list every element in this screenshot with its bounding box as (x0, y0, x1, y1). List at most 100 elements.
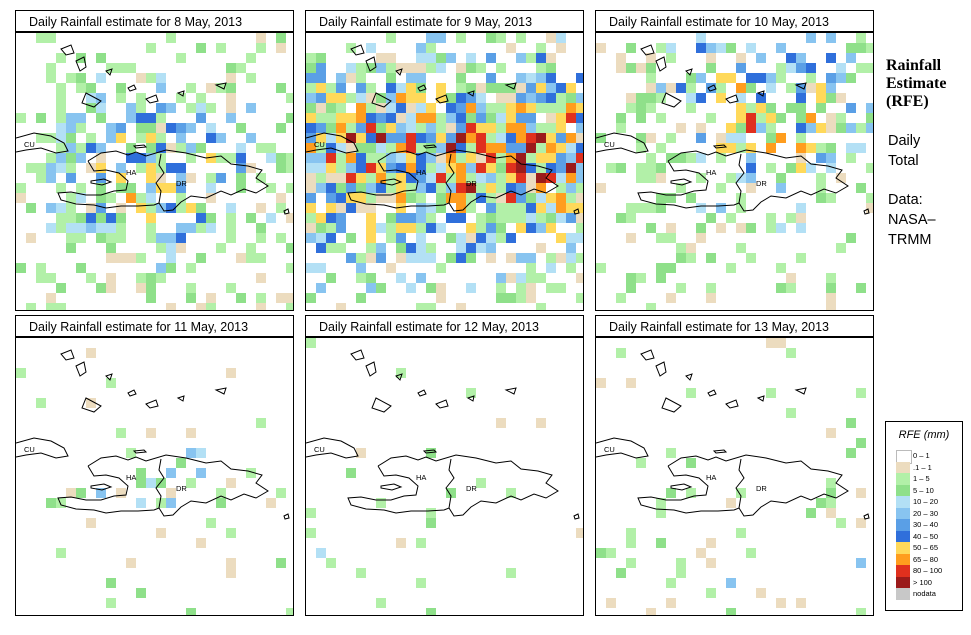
rainfall-cell (396, 368, 406, 378)
rainfall-cell (246, 243, 256, 253)
rainfall-cell (556, 253, 566, 263)
rainfall-cell (396, 123, 406, 133)
rainfall-cell (206, 173, 216, 183)
rainfall-cell (146, 273, 156, 283)
rainfall-cell (506, 93, 516, 103)
rainfall-cell (436, 163, 446, 173)
rainfall-cell (356, 73, 366, 83)
rainfall-cell (646, 608, 656, 615)
rainfall-cell (676, 283, 686, 293)
map-graphic: CU HA DR (596, 338, 870, 615)
rainfall-cell (366, 103, 376, 113)
coastline-path (395, 373, 403, 381)
rainfall-cell (846, 103, 856, 113)
rainfall-cell (176, 243, 186, 253)
rainfall-cell (836, 518, 846, 528)
rainfall-cell (376, 223, 386, 233)
rainfall-cell (236, 183, 246, 193)
rainfall-cell (496, 163, 506, 173)
rainfall-cell (376, 133, 386, 143)
rainfall-cell (556, 93, 566, 103)
rainfall-cell (386, 223, 396, 233)
title-line: Rainfall (886, 57, 942, 74)
coastline-path (794, 82, 807, 90)
rainfall-cell (776, 223, 786, 233)
rainfall-cell (576, 143, 583, 153)
rainfall-cell (486, 143, 496, 153)
panel-title: Daily Rainfall estimate for 13 May, 2013 (595, 315, 874, 337)
rainfall-cell (826, 73, 836, 83)
rainfall-cell (326, 203, 336, 213)
coastline-path (725, 399, 739, 409)
rainfall-cell (496, 193, 506, 203)
rainfall-cell (446, 213, 456, 223)
rainfall-cell (86, 223, 96, 233)
rainfall-cell (576, 133, 583, 143)
rainfall-cell (206, 293, 216, 303)
rainfall-cell (826, 283, 836, 293)
legend-swatch (896, 461, 910, 473)
rainfall-cell (226, 113, 236, 123)
rainfall-cell (456, 233, 466, 243)
rainfall-cell (706, 83, 716, 93)
rainfall-cell (166, 203, 176, 213)
rainfall-cell (846, 448, 856, 458)
rainfall-cell (776, 63, 786, 73)
rainfall-cell (846, 153, 856, 163)
coastline-path (640, 349, 655, 361)
rainfall-cell (506, 213, 516, 223)
rainfall-cell (496, 63, 506, 73)
rainfall-cell (536, 173, 546, 183)
rainfall-cell (246, 163, 256, 173)
coastline-path (417, 84, 427, 92)
rainfall-cell (516, 163, 526, 173)
rainfall-cell (696, 223, 706, 233)
coastline-path (504, 82, 517, 90)
coastline-path (712, 144, 728, 149)
rainfall-cell (446, 183, 456, 193)
rainfall-cell (276, 233, 286, 243)
rainfall-cell (506, 43, 516, 53)
rainfall-cell (536, 223, 546, 233)
rainfall-cell (176, 458, 186, 468)
rainfall-cell (556, 113, 566, 123)
rainfall-cell (76, 233, 86, 243)
rainfall-cell (316, 53, 326, 63)
coastline-path (707, 84, 717, 92)
rainfall-cell (356, 93, 366, 103)
rainfall-cell (186, 153, 196, 163)
rainfall-cell (656, 83, 666, 93)
rainfall-cell (66, 133, 76, 143)
rainfall-cell (146, 293, 156, 303)
rainfall-cell (606, 548, 616, 558)
rainfall-cell (816, 183, 826, 193)
rainfall-cell (556, 213, 566, 223)
rainfall-cell (346, 143, 356, 153)
rainfall-cell (596, 378, 606, 388)
rainfall-cell (526, 223, 536, 233)
rainfall-cell (326, 223, 336, 233)
rainfall-cell (486, 193, 496, 203)
rainfall-cell (46, 153, 56, 163)
rainfall-cell (136, 203, 146, 213)
rainfall-cell (766, 338, 776, 348)
rainfall-cell (246, 53, 256, 63)
rainfall-cell (816, 93, 826, 103)
rainfall-cell (336, 223, 346, 233)
rainfall-cell (76, 153, 86, 163)
rainfall-cell (106, 233, 116, 243)
rainfall-cell (516, 103, 526, 113)
rainfall-cell (56, 133, 66, 143)
rainfall-cell (386, 193, 396, 203)
rainfall-cell (576, 103, 583, 113)
coastline-path (155, 458, 165, 509)
rainfall-cell (706, 293, 716, 303)
rainfall-cell (126, 103, 136, 113)
rainfall-cell (596, 263, 606, 273)
rainfall-cell (576, 113, 583, 123)
haiti-label: HA (416, 168, 426, 177)
legend-swatch (896, 530, 910, 542)
rainfall-cell (356, 263, 366, 273)
rainfall-cell (46, 73, 56, 83)
rainfall-cell (526, 133, 536, 143)
